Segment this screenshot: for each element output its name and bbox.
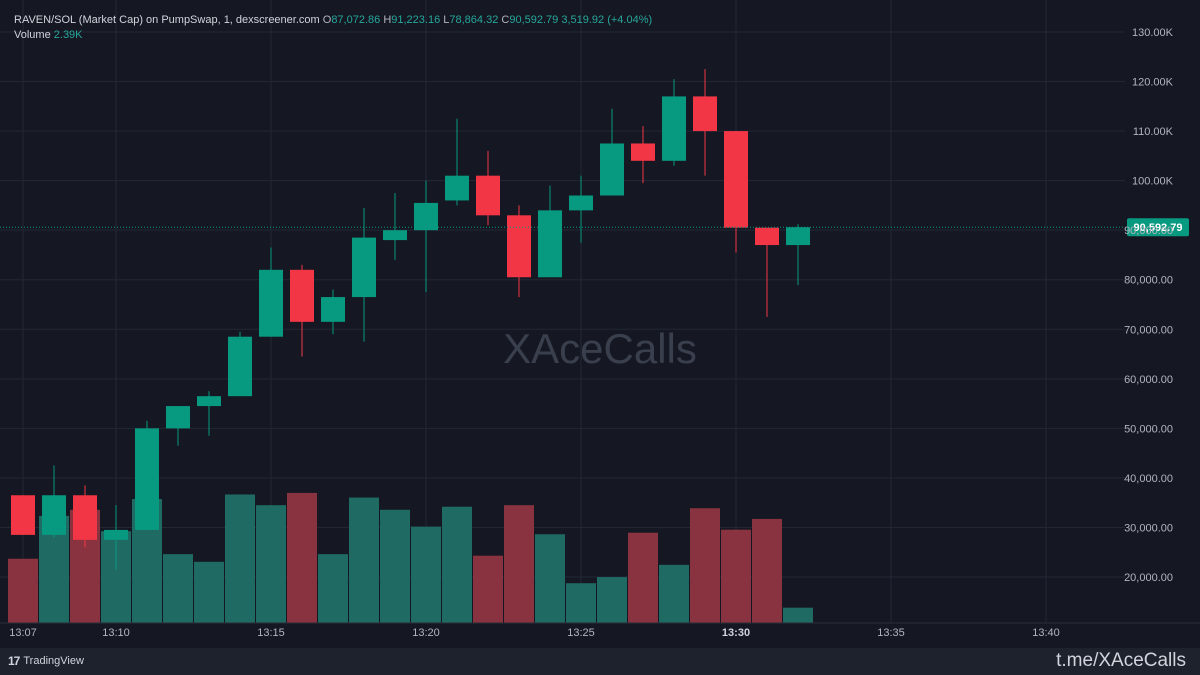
time-tick-label: 13:07 — [9, 627, 37, 639]
volume-bar — [721, 529, 751, 623]
volume-bar — [535, 534, 565, 623]
candle-body — [321, 297, 345, 322]
channel-link[interactable]: t.me/XAceCalls — [1056, 650, 1186, 671]
volume-bar — [504, 505, 534, 623]
change-value: 3,519.92 (+4.04%) — [561, 14, 653, 26]
volume-value: 2.39K — [53, 29, 83, 41]
candle-body — [135, 428, 159, 530]
volume-bar — [473, 555, 503, 623]
time-tick-label: 13:35 — [877, 627, 905, 639]
volume-bar — [380, 509, 410, 623]
candle-body — [569, 195, 593, 211]
candle-body — [73, 495, 97, 540]
price-tick-label: 130.00K — [1132, 27, 1174, 39]
volume-bar — [690, 508, 720, 623]
candle-body — [383, 230, 407, 241]
low-value: 78,864.32 — [449, 14, 499, 26]
candle-body — [724, 131, 748, 228]
candle-body — [228, 336, 252, 397]
volume-bar — [349, 497, 379, 623]
close-value: 90,592.79 — [509, 14, 559, 26]
time-tick-label: 13:40 — [1032, 627, 1060, 639]
price-tick-label: 100.00K — [1132, 176, 1174, 188]
tradingview-brand: TradingView — [23, 655, 84, 667]
time-tick-label: 13:25 — [567, 627, 595, 639]
low-label: L — [443, 14, 450, 26]
volume-label: Volume — [14, 29, 51, 41]
last-price-line: 90,592.79 — [0, 218, 1189, 237]
time-tick-label: 13:15 — [257, 627, 285, 639]
candle-body — [42, 495, 66, 535]
candle-body — [507, 215, 531, 278]
candle-body — [352, 237, 376, 298]
candle-body — [11, 495, 35, 535]
candle-body — [445, 175, 469, 201]
price-tick-label: 50,000.00 — [1124, 423, 1173, 435]
volume-bar — [783, 607, 813, 623]
volume-bar — [411, 526, 441, 623]
price-tick-label: 30,000.00 — [1124, 522, 1173, 534]
volume-bar — [287, 492, 317, 623]
high-label: H — [383, 14, 392, 26]
open-value: 87,072.86 — [331, 14, 381, 26]
candle-body — [538, 210, 562, 278]
price-tick-label: 70,000.00 — [1124, 324, 1173, 336]
volume-bar — [628, 532, 658, 623]
candle-body — [693, 96, 717, 132]
candle-body — [104, 529, 128, 540]
price-tick-label: 90,000.00 — [1124, 225, 1173, 237]
candle-body — [259, 269, 283, 337]
price-tick-label: 60,000.00 — [1124, 374, 1173, 386]
candles — [11, 69, 810, 570]
volume-bar — [256, 505, 286, 623]
candle-body — [786, 227, 810, 246]
candle-body — [755, 227, 779, 246]
candle-body — [600, 143, 624, 196]
volume-bars — [8, 492, 813, 623]
last-price-label: 90,592.79 — [1134, 222, 1183, 234]
volume-bar — [8, 558, 38, 623]
high-value: 91,223.16 — [391, 14, 441, 26]
volume-bar — [163, 554, 193, 623]
price-tick-label: 80,000.00 — [1124, 275, 1173, 287]
candle-body — [197, 396, 221, 407]
footer-bar: 17 TradingView t.me/XAceCalls — [0, 648, 1200, 675]
time-tick-label: 13:30 — [722, 627, 750, 639]
candle-body — [476, 175, 500, 216]
price-tick-label: 110.00K — [1133, 126, 1174, 138]
time-tick-label: 13:10 — [102, 627, 130, 639]
volume-bar — [194, 561, 224, 623]
candle-body — [414, 202, 438, 231]
volume-bar — [442, 506, 472, 623]
volume-bar — [752, 518, 782, 623]
time-tick-label: 13:20 — [412, 627, 440, 639]
watermark: XAceCalls — [503, 325, 697, 372]
time-axis[interactable]: 13:07 13:10 13:15 13:20 13:25 13:30 13:35 13:40 — [0, 622, 1200, 639]
candle-body — [290, 269, 314, 322]
close-label: C — [501, 14, 510, 26]
candle-body — [631, 143, 655, 161]
volume-bar — [659, 564, 689, 623]
tradingview-logo-icon: 17 — [8, 654, 20, 668]
ohlc-legend: RAVEN/SOL (Market Cap) on PumpSwap, 1, d… — [14, 14, 652, 26]
last-price-tag — [1127, 218, 1189, 237]
volume-bar — [597, 577, 627, 623]
volume-bar — [225, 494, 255, 623]
price-tick-label: 20,000.00 — [1124, 572, 1173, 584]
price-tick-label: 120.00K — [1132, 77, 1174, 89]
volume-legend: Volume 2.39K — [14, 29, 83, 41]
volume-bar — [318, 554, 348, 623]
candle-body — [662, 96, 686, 161]
price-tick-label: 40,000.00 — [1124, 473, 1173, 485]
candle-body — [166, 406, 190, 429]
price-axis[interactable]: 20,000.00 30,000.00 40,000.00 50,000.00 60,0… — [1124, 27, 1174, 584]
volume-bar — [566, 583, 596, 623]
tradingview-logo[interactable]: 17 TradingView — [8, 654, 84, 668]
open-label: O — [322, 14, 332, 26]
symbol-title: RAVEN/SOL (Market Cap) on PumpSwap, 1, d… — [14, 14, 320, 26]
